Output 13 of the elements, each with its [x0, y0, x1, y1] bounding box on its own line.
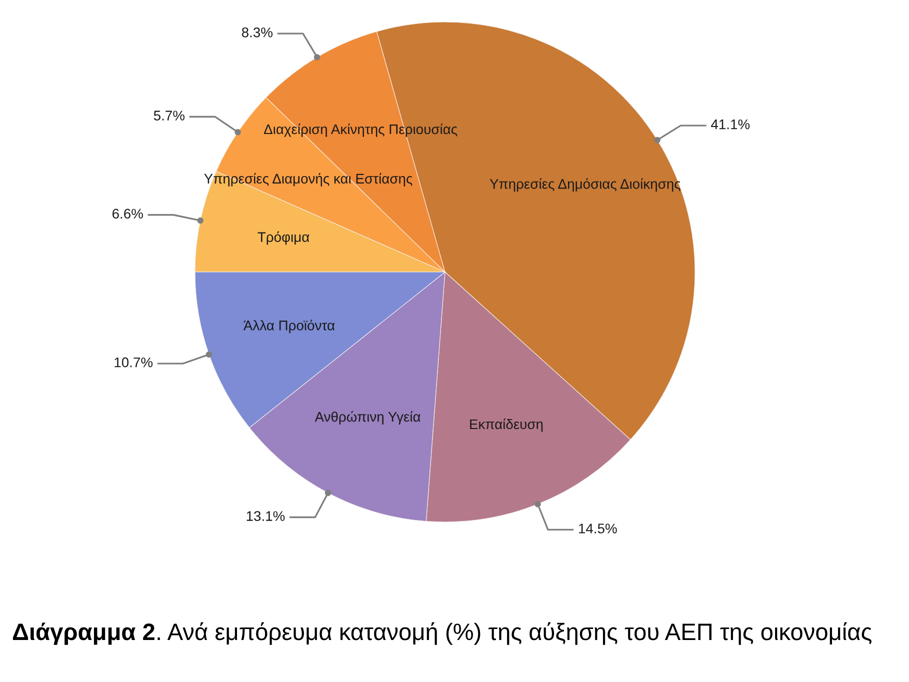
slice-label: Άλλα Προϊόντα: [243, 320, 335, 334]
data-label: 6.6%: [112, 208, 143, 219]
data-label: 13.1%: [246, 511, 285, 521]
data-label: 8.3%: [242, 27, 272, 38]
slice-label: Ανθρώπινη Υγεία: [314, 411, 420, 424]
slice-label: Υπηρεσίες Δημόσιας Διοίκησης: [490, 178, 680, 192]
slice-label: Εκπαίδευση: [470, 418, 543, 432]
slice-label: Τρόφιμα: [258, 231, 310, 245]
data-label: 41.1%: [711, 119, 750, 130]
data-label: 14.5%: [579, 524, 617, 534]
data-label: 10.7%: [114, 357, 153, 368]
data-label: 5.7%: [154, 110, 185, 120]
text: Διάγραμμα 2. Ανά εμπόρευμα κατανομή (%) της αύξησης του ΑΕΠ της οικονομίας: [12, 622, 872, 645]
